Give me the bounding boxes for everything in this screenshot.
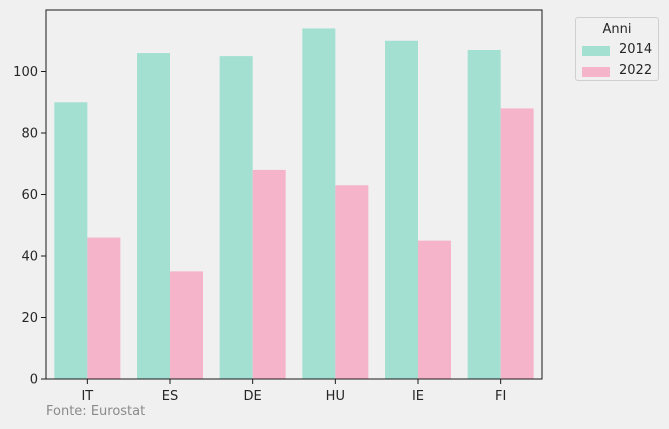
bar-2014-ES — [137, 53, 170, 380]
bar-2014-HU — [302, 28, 336, 379]
legend: Anni 2014 2022 — [575, 17, 659, 81]
bar-2022-FI — [500, 108, 534, 380]
legend-swatch-2014 — [582, 46, 610, 56]
source-note: Fonte: Eurostat — [46, 404, 146, 419]
y-tick-label: 60 — [21, 188, 38, 203]
y-tick-label: 0 — [30, 373, 38, 388]
bar-2022-ES — [170, 271, 203, 379]
bar-2022-IT — [87, 237, 121, 379]
x-tick-label: IE — [412, 389, 424, 404]
x-tick-label: FI — [495, 389, 506, 404]
legend-title: Anni — [602, 22, 632, 37]
bar-2022-DE — [252, 169, 286, 379]
x-tick-label: IT — [81, 389, 93, 404]
bar-2014-IT — [54, 102, 88, 379]
legend-swatch-2022 — [582, 67, 610, 77]
bar-2014-DE — [219, 56, 253, 379]
y-tick-label: 100 — [13, 65, 38, 80]
y-tick-label: 20 — [21, 311, 38, 326]
legend-label-2014: 2014 — [619, 42, 653, 57]
bar-2022-IE — [418, 240, 451, 379]
x-tick-label: HU — [326, 389, 345, 404]
bar-2022-HU — [335, 185, 369, 379]
y-tick-label: 80 — [21, 127, 38, 142]
y-tick-label: 40 — [21, 250, 38, 265]
x-tick-label: DE — [244, 389, 262, 404]
bar-2014-FI — [467, 49, 501, 379]
plot-frame — [45, 9, 543, 380]
legend-label-2022: 2022 — [619, 63, 653, 78]
bar-2014-IE — [385, 40, 418, 379]
x-tick-label: ES — [162, 389, 178, 404]
